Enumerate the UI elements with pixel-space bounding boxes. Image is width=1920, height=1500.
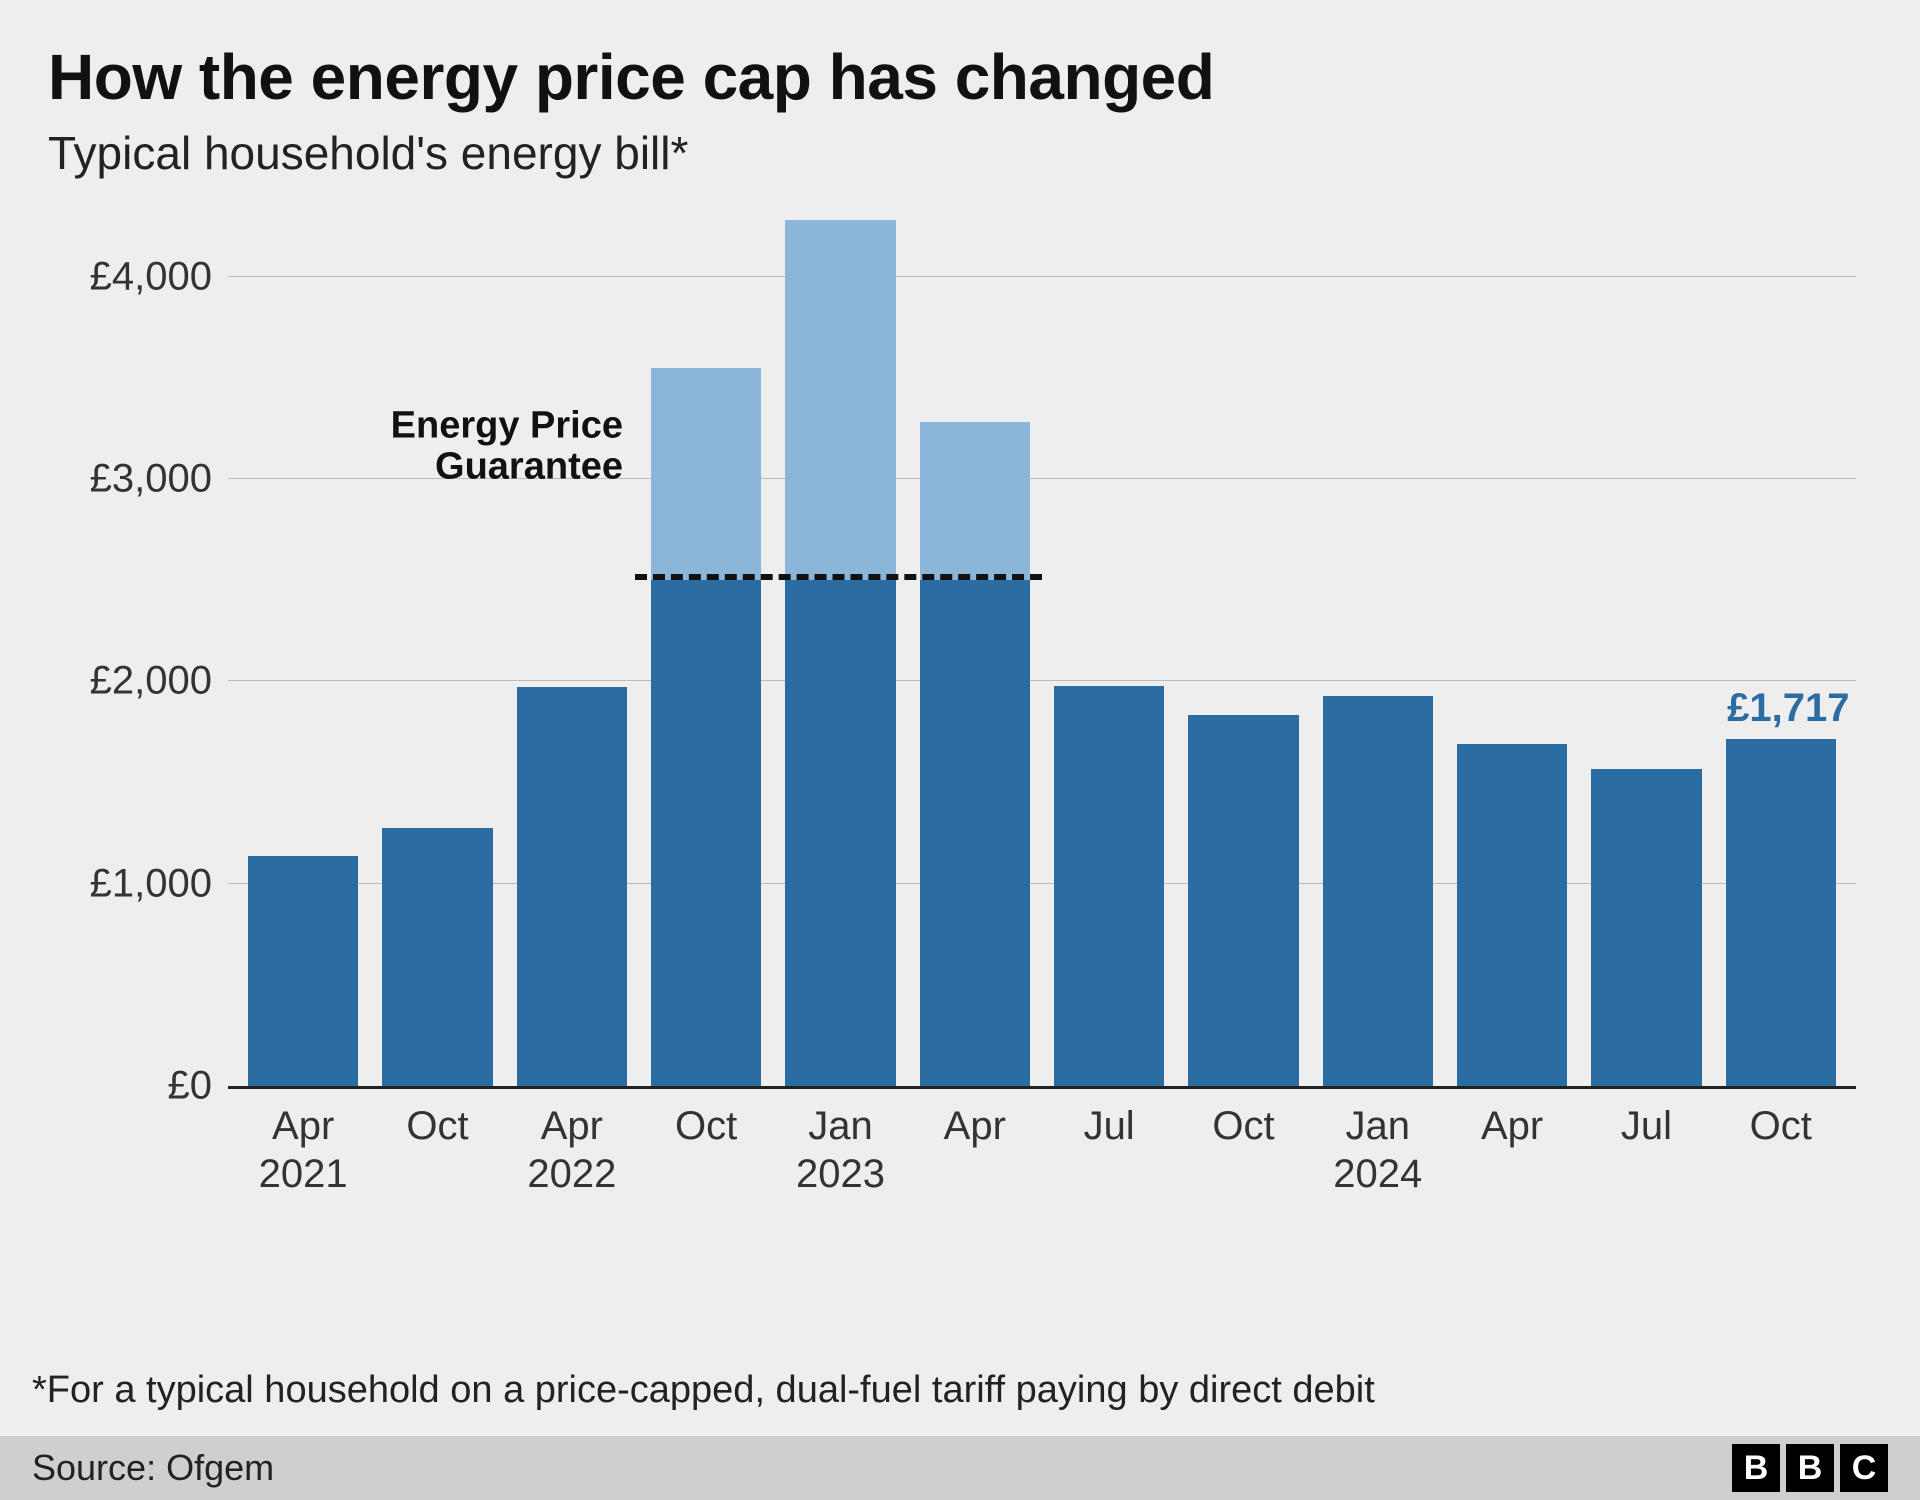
bar-slot (1311, 216, 1445, 1086)
bar-group (228, 216, 1856, 1086)
bar-main-segment (1323, 696, 1433, 1086)
y-tick-label: £2,000 (90, 659, 228, 704)
bar-main-segment (248, 856, 358, 1086)
x-axis-labels: Apr2021OctApr2022OctJan2023AprJulOctJan2… (228, 1102, 1856, 1198)
chart-footnote: *For a typical household on a price-capp… (32, 1369, 1375, 1412)
x-tick-label: Oct (1176, 1102, 1310, 1198)
energy-price-guarantee-line (635, 574, 1042, 580)
y-tick-label: £3,000 (90, 457, 228, 502)
chart-title: How the energy price cap has changed (48, 40, 1872, 114)
logo-letter: B (1732, 1444, 1780, 1492)
x-tick-label: Jan2023 (773, 1102, 907, 1198)
bar-slot (1579, 216, 1713, 1086)
bar-slot (505, 216, 639, 1086)
x-tick-label: Apr2021 (236, 1102, 370, 1198)
bar-slot (908, 216, 1042, 1086)
bar-slot (1445, 216, 1579, 1086)
bar-value-callout: £1,717 (1727, 686, 1849, 731)
y-tick-label: £0 (168, 1064, 229, 1109)
bar-main-segment (651, 580, 761, 1086)
bar-main-segment (1591, 769, 1701, 1086)
bar-main-segment (785, 580, 895, 1086)
x-tick-label: Apr2022 (505, 1102, 639, 1198)
bar-main-segment (1188, 715, 1298, 1086)
bar-overlay-segment (785, 220, 895, 580)
bar-slot (370, 216, 504, 1086)
chart-area: £0 £1,000 £2,000 £3,000 £4,000 Energy PriceG… (48, 216, 1872, 1276)
footer-bar: Source: Ofgem B B C (0, 1436, 1920, 1500)
y-tick-label: £1,000 (90, 861, 228, 906)
bar-slot (1176, 216, 1310, 1086)
y-tick-label: £4,000 (90, 254, 228, 299)
bar-main-segment (1054, 686, 1164, 1086)
bar-main-segment (1726, 739, 1836, 1086)
bbc-logo: B B C (1732, 1444, 1888, 1492)
bar-slot (1042, 216, 1176, 1086)
bar-overlay-segment (920, 422, 1030, 580)
bar-main-segment (920, 580, 1030, 1086)
bar-slot (773, 216, 907, 1086)
x-tick-label: Apr (908, 1102, 1042, 1198)
bar-slot (639, 216, 773, 1086)
epg-label-line2: Guarantee (435, 446, 623, 488)
epg-label-line1: Energy Price (391, 404, 623, 446)
plot-region: £0£1,000£2,000£3,000£4,000 Energy PriceG… (228, 216, 1856, 1089)
logo-letter: B (1786, 1444, 1834, 1492)
x-tick-label: Apr (1445, 1102, 1579, 1198)
bar-overlay-segment (651, 368, 761, 580)
bar-main-segment (382, 828, 492, 1086)
x-tick-label: Jan2024 (1311, 1102, 1445, 1198)
bar-main-segment (517, 687, 627, 1086)
logo-letter: C (1840, 1444, 1888, 1492)
x-tick-label: Jul (1042, 1102, 1176, 1198)
x-tick-label: Oct (370, 1102, 504, 1198)
source-label: Source: Ofgem (32, 1447, 274, 1489)
bar-slot (1714, 216, 1848, 1086)
energy-price-guarantee-label: Energy PriceGuarantee (391, 405, 635, 493)
x-tick-label: Oct (1714, 1102, 1848, 1198)
x-tick-label: Oct (639, 1102, 773, 1198)
chart-card: How the energy price cap has changed Typ… (0, 0, 1920, 1500)
bar-slot (236, 216, 370, 1086)
x-tick-label: Jul (1579, 1102, 1713, 1198)
bar-main-segment (1457, 744, 1567, 1086)
chart-subtitle: Typical household's energy bill* (48, 126, 1872, 180)
